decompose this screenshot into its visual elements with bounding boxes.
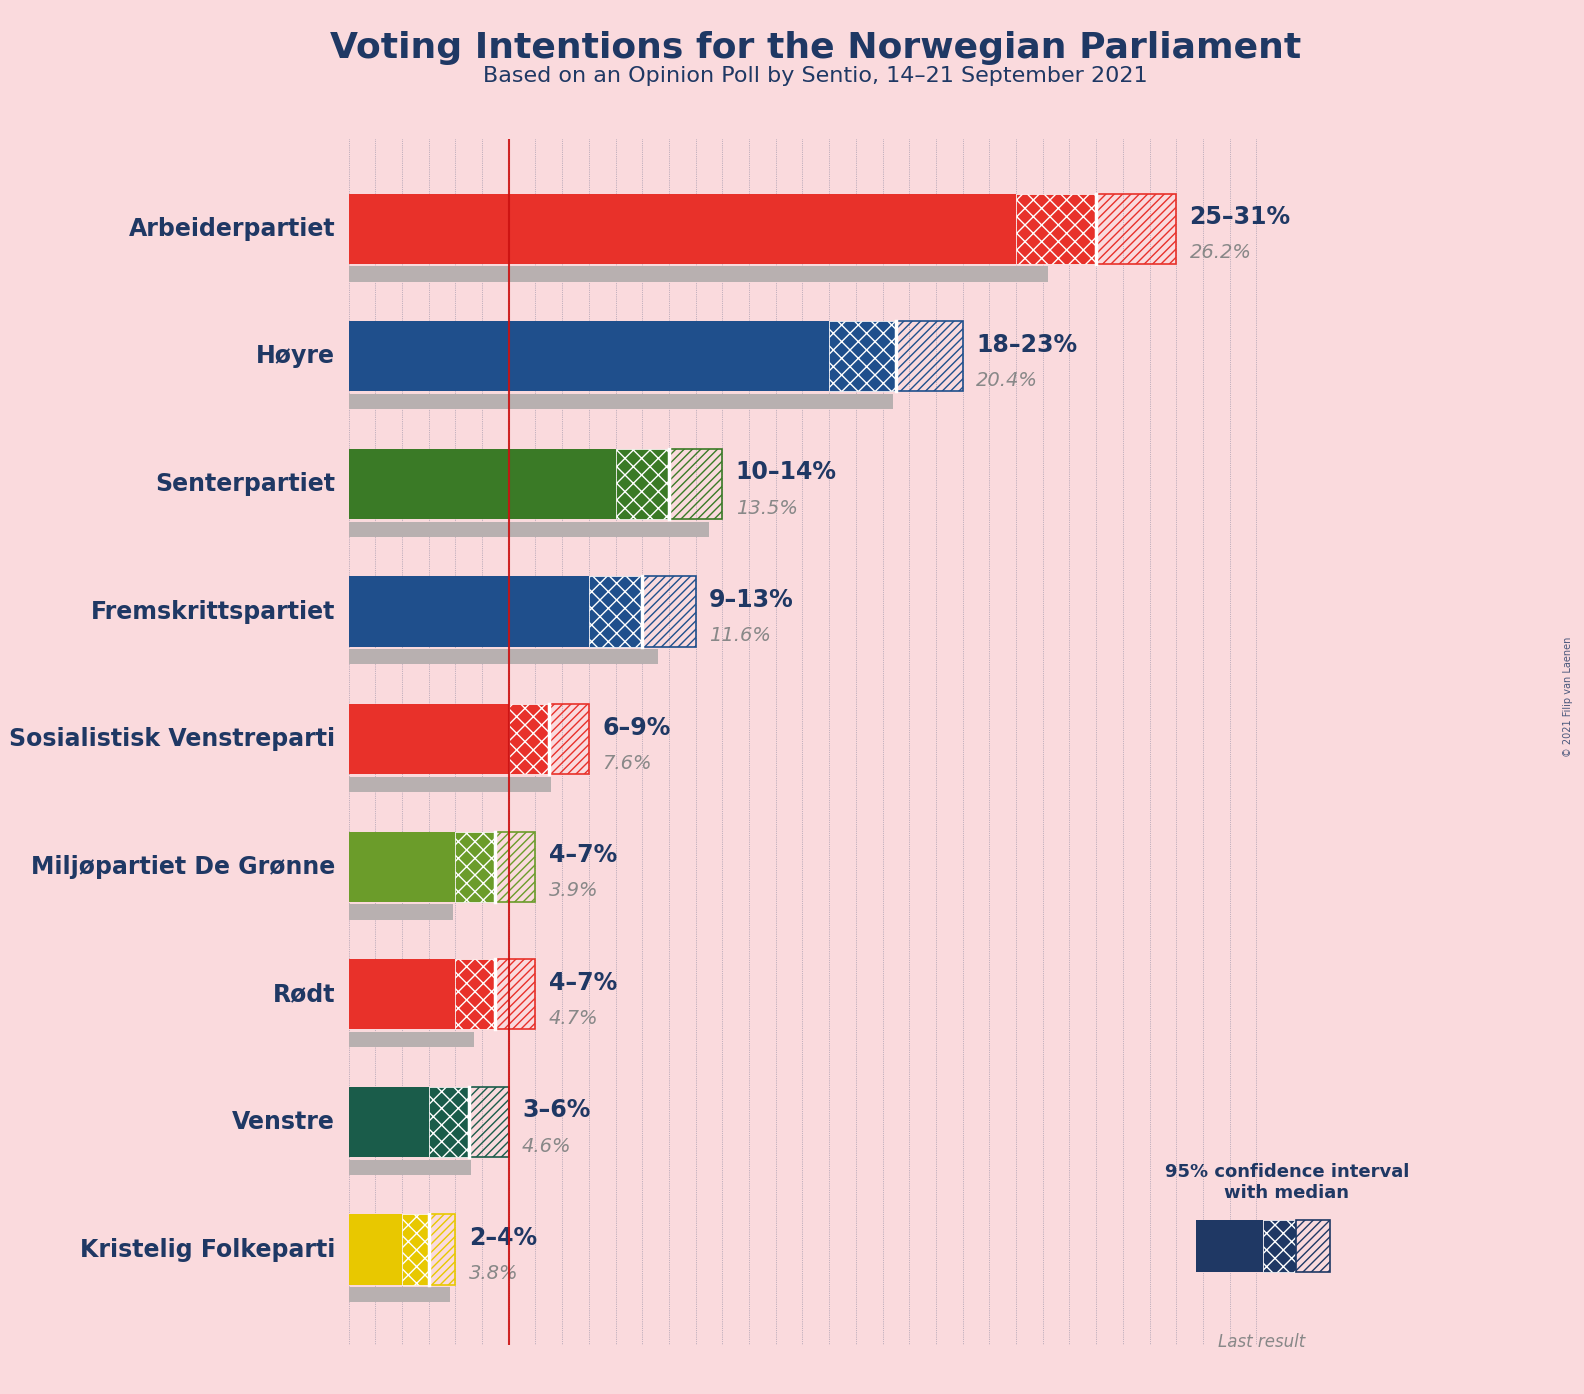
Text: Rødt: Rødt <box>272 983 336 1006</box>
Bar <box>668 449 722 519</box>
Bar <box>348 521 710 537</box>
Bar <box>455 832 496 902</box>
Bar <box>348 1287 450 1302</box>
Bar <box>496 959 535 1029</box>
Bar <box>402 1214 429 1285</box>
Text: 95% confidence interval
with median: 95% confidence interval with median <box>1164 1163 1410 1202</box>
Text: 3.9%: 3.9% <box>548 881 599 901</box>
Text: Arbeiderpartiet: Arbeiderpartiet <box>128 216 336 241</box>
Text: 4.7%: 4.7% <box>548 1009 599 1027</box>
Bar <box>616 449 668 519</box>
Bar <box>348 449 616 519</box>
Text: 4.6%: 4.6% <box>523 1136 572 1156</box>
Text: © 2021 Filip van Laenen: © 2021 Filip van Laenen <box>1563 637 1573 757</box>
Bar <box>455 959 496 1029</box>
Text: 7.6%: 7.6% <box>602 754 651 772</box>
Text: 26.2%: 26.2% <box>1190 244 1251 262</box>
Text: 10–14%: 10–14% <box>735 460 836 485</box>
Bar <box>348 1160 472 1175</box>
Text: 18–23%: 18–23% <box>976 333 1077 357</box>
Text: Based on an Opinion Poll by Sentio, 14–21 September 2021: Based on an Opinion Poll by Sentio, 14–2… <box>483 66 1148 85</box>
Bar <box>348 266 1049 282</box>
Bar <box>589 577 642 647</box>
Bar <box>348 577 589 647</box>
Text: 6–9%: 6–9% <box>602 715 670 740</box>
Bar <box>429 1214 455 1285</box>
Bar <box>1096 194 1177 263</box>
Bar <box>1015 194 1096 263</box>
Text: Sosialistisk Venstreparti: Sosialistisk Venstreparti <box>10 728 336 751</box>
Text: 3–6%: 3–6% <box>523 1098 591 1122</box>
Bar <box>1262 1220 1296 1273</box>
Bar <box>508 704 548 774</box>
Bar <box>642 577 695 647</box>
Bar <box>348 959 455 1029</box>
Bar <box>348 704 508 774</box>
Bar <box>1196 1220 1262 1273</box>
Text: 4–7%: 4–7% <box>548 970 618 995</box>
Bar <box>348 905 453 920</box>
Text: 13.5%: 13.5% <box>735 499 798 517</box>
Text: 25–31%: 25–31% <box>1190 205 1291 229</box>
Text: Venstre: Venstre <box>233 1110 336 1133</box>
Bar <box>348 1087 429 1157</box>
Bar <box>496 832 535 902</box>
Text: Kristelig Folkeparti: Kristelig Folkeparti <box>79 1238 336 1262</box>
Bar <box>348 1032 474 1047</box>
Text: Last result: Last result <box>1218 1333 1305 1351</box>
Bar <box>828 321 897 392</box>
Bar <box>897 321 963 392</box>
Bar <box>348 832 455 902</box>
Text: Senterpartiet: Senterpartiet <box>155 473 336 496</box>
Bar <box>348 321 828 392</box>
Bar <box>429 1087 469 1157</box>
Bar <box>469 1087 508 1157</box>
Text: Miljøpartiet De Grønne: Miljøpartiet De Grønne <box>32 855 336 878</box>
Bar <box>348 650 659 665</box>
Text: Fremskrittspartiet: Fremskrittspartiet <box>90 599 336 623</box>
Text: 11.6%: 11.6% <box>710 626 771 645</box>
Bar <box>348 395 893 410</box>
Text: 20.4%: 20.4% <box>976 371 1038 390</box>
Text: 4–7%: 4–7% <box>548 843 618 867</box>
Bar <box>1296 1220 1329 1273</box>
Text: 9–13%: 9–13% <box>710 588 794 612</box>
Bar <box>348 1214 402 1285</box>
Text: Voting Intentions for the Norwegian Parliament: Voting Intentions for the Norwegian Parl… <box>329 31 1302 64</box>
Text: Høyre: Høyre <box>257 344 336 368</box>
Bar <box>348 194 1015 263</box>
Bar <box>548 704 589 774</box>
Text: 3.8%: 3.8% <box>469 1264 518 1284</box>
Text: 2–4%: 2–4% <box>469 1227 537 1250</box>
Bar <box>348 776 551 792</box>
